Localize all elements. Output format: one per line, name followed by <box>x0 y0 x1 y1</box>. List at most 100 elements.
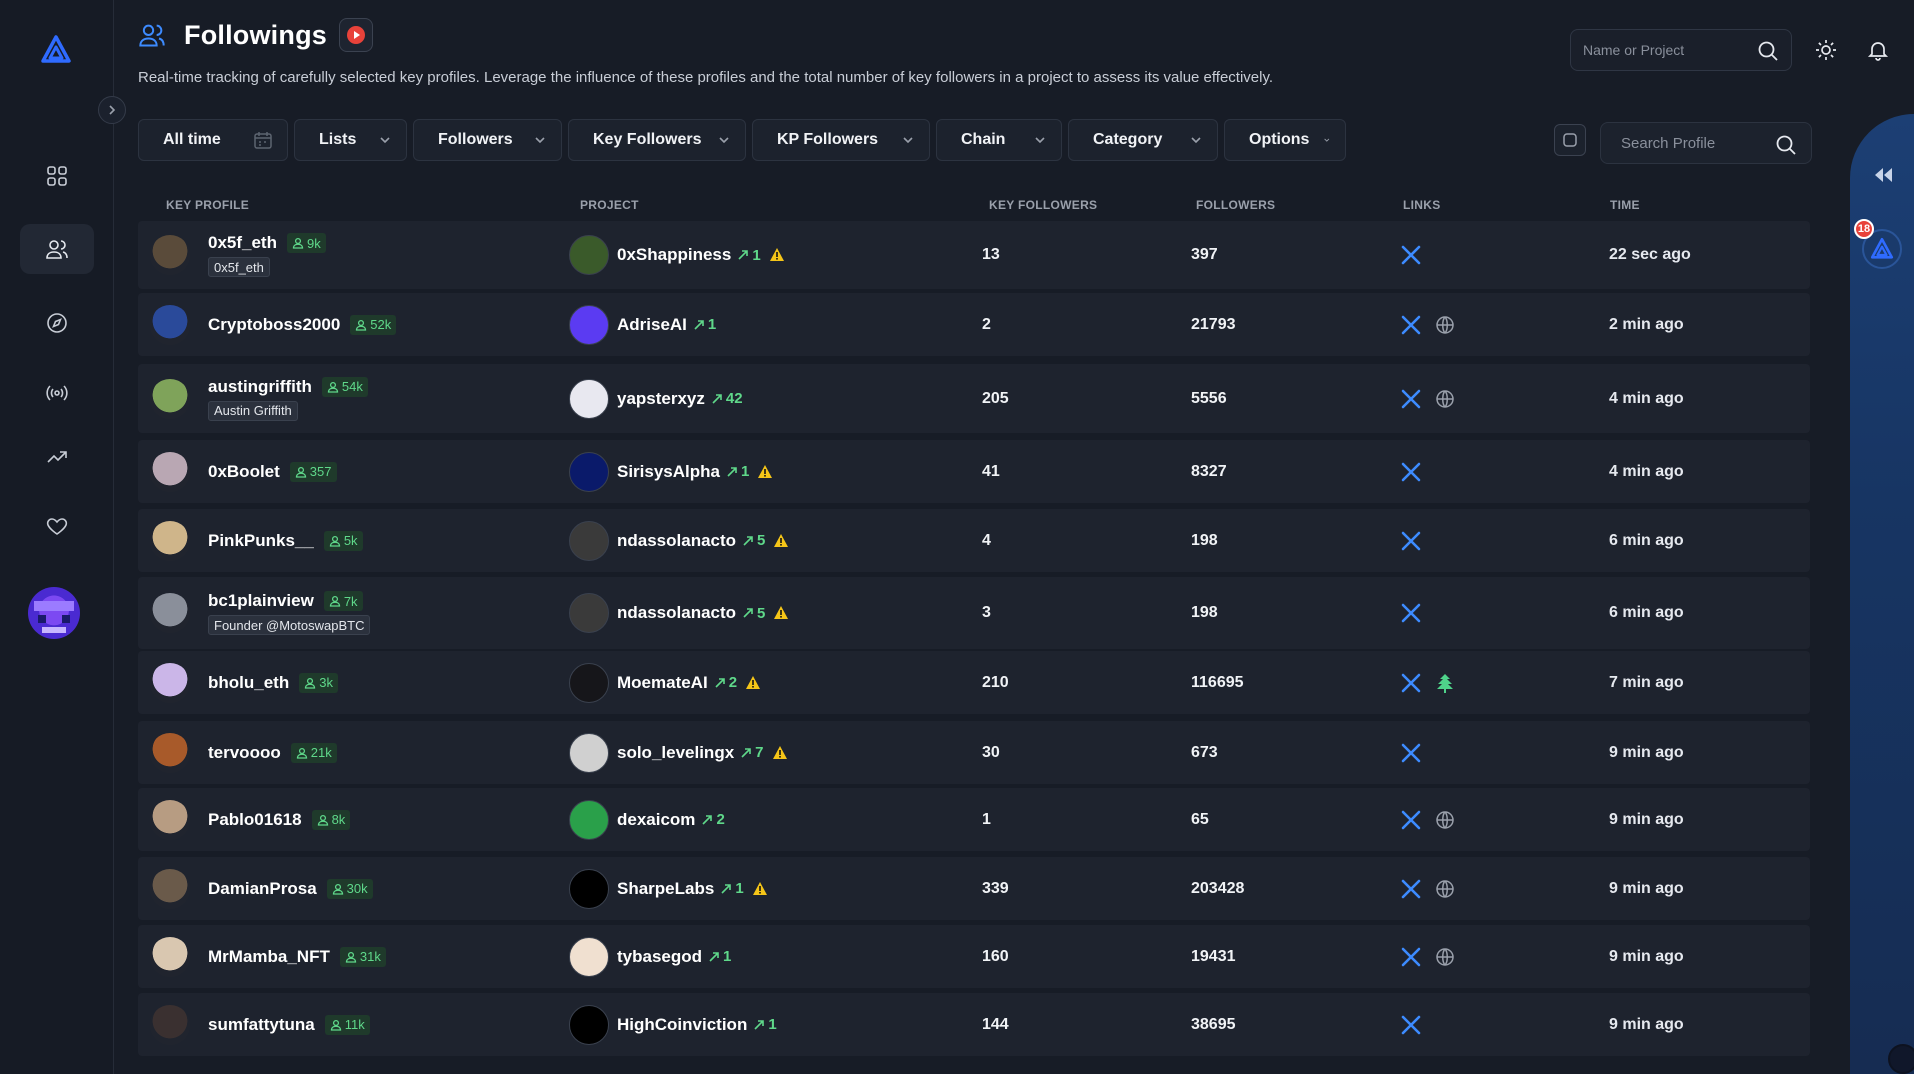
rewind-icon[interactable] <box>1872 164 1894 186</box>
project-name[interactable]: ndassolanacto <box>617 530 737 550</box>
table-row[interactable]: PinkPunks__ 5k ndassolanacto 5 4 198 6 min ago <box>138 509 1810 572</box>
project-name[interactable]: SirisysAlpha <box>617 461 720 481</box>
filter-options[interactable]: Options <box>1224 119 1346 161</box>
x-twitter-icon[interactable] <box>1400 946 1422 968</box>
nav-dashboard[interactable] <box>20 151 94 201</box>
filter-lists[interactable]: Lists <box>294 119 407 161</box>
project-name[interactable]: dexaicom <box>617 809 696 829</box>
filter-kp-followers[interactable]: KP Followers <box>752 119 930 161</box>
x-twitter-icon[interactable] <box>1400 244 1422 266</box>
nav-signals[interactable] <box>20 368 94 418</box>
globe-icon[interactable] <box>1434 878 1456 900</box>
project-logo[interactable] <box>569 378 609 419</box>
profile-avatar[interactable] <box>150 378 190 419</box>
table-row[interactable]: Cryptoboss2000 52k AdriseAI 1 2 21793 2 min ag… <box>138 293 1810 356</box>
project-logo[interactable] <box>569 868 609 909</box>
table-row[interactable]: bc1plainview 7k Founder @MotoswapBTC ndasso… <box>138 577 1810 649</box>
profile-name[interactable]: sumfattytuna <box>208 1014 315 1034</box>
sun-icon[interactable] <box>1814 38 1838 62</box>
globe-icon[interactable] <box>1434 314 1456 336</box>
profile-avatar[interactable] <box>150 868 190 909</box>
globe-icon[interactable] <box>1434 946 1456 968</box>
profile-avatar[interactable] <box>150 799 190 840</box>
video-tutorial-button[interactable] <box>339 18 373 52</box>
nav-explore[interactable] <box>20 298 94 348</box>
search-icon[interactable] <box>1775 134 1797 156</box>
project-logo[interactable] <box>569 235 609 275</box>
project-name[interactable]: MoemateAI <box>617 672 708 692</box>
global-search-input[interactable]: Name or Project <box>1570 29 1792 71</box>
profile-avatar[interactable] <box>150 1004 190 1045</box>
profile-avatar[interactable] <box>150 936 190 977</box>
project-name[interactable]: HighCoinviction <box>617 1014 748 1034</box>
profile-name[interactable]: MrMamba_NFT <box>208 946 330 966</box>
globe-icon[interactable] <box>1434 388 1456 410</box>
profile-avatar[interactable] <box>150 304 190 345</box>
app-logo-icon[interactable] <box>40 34 72 66</box>
profile-avatar[interactable] <box>150 662 190 703</box>
profile-avatar[interactable] <box>150 732 190 773</box>
table-row[interactable]: tervoooo 21k solo_levelingx 7 30 673 9 min ago <box>138 721 1810 784</box>
project-name[interactable]: SharpeLabs <box>617 878 715 898</box>
x-twitter-icon[interactable] <box>1400 672 1422 694</box>
profile-name[interactable]: 0x5f_eth <box>208 233 277 252</box>
x-twitter-icon[interactable] <box>1400 878 1422 900</box>
linktree-icon[interactable] <box>1434 672 1456 694</box>
project-logo[interactable] <box>569 936 609 977</box>
filter-time[interactable]: All time <box>138 119 288 161</box>
col-key-followers[interactable]: KEY FOLLOWERS <box>989 198 1098 212</box>
x-twitter-icon[interactable] <box>1400 388 1422 410</box>
project-logo[interactable] <box>569 520 609 561</box>
col-followers[interactable]: FOLLOWERS <box>1196 198 1276 212</box>
profile-avatar[interactable] <box>150 235 190 275</box>
project-name[interactable]: ndassolanacto <box>617 603 737 622</box>
x-twitter-icon[interactable] <box>1400 461 1422 483</box>
profile-name[interactable]: austingriffith <box>208 376 312 396</box>
x-twitter-icon[interactable] <box>1400 1014 1422 1036</box>
table-row[interactable]: Pablo01618 8k dexaicom 2 1 65 9 min ago <box>138 788 1810 851</box>
project-name[interactable]: 0xShappiness <box>617 245 732 264</box>
profile-name[interactable]: 0xBoolet <box>208 461 280 481</box>
table-row[interactable]: bholu_eth 3k MoemateAI 2 210 116695 7 min ago <box>138 651 1810 714</box>
profile-search-input[interactable]: Search Profile <box>1600 122 1812 164</box>
col-project[interactable]: PROJECT <box>580 198 639 212</box>
project-name[interactable]: yapsterxyz <box>617 388 705 408</box>
profile-name[interactable]: bholu_eth <box>208 672 290 692</box>
profile-name[interactable]: DamianProsa <box>208 878 317 898</box>
x-twitter-icon[interactable] <box>1400 530 1422 552</box>
profile-name[interactable]: Pablo01618 <box>208 809 302 829</box>
project-name[interactable]: solo_levelingx <box>617 742 735 762</box>
nav-followings[interactable] <box>20 224 94 274</box>
table-row[interactable]: austingriffith 54k Austin Griffith yapsterx… <box>138 364 1810 433</box>
x-twitter-icon[interactable] <box>1400 742 1422 764</box>
project-logo[interactable] <box>569 304 609 345</box>
profile-avatar[interactable] <box>150 451 190 492</box>
filter-followers[interactable]: Followers <box>413 119 562 161</box>
profile-name[interactable]: PinkPunks__ <box>208 530 314 550</box>
select-all-toggle[interactable] <box>1554 124 1586 156</box>
table-row[interactable]: 0xBoolet 357 SirisysAlpha 1 41 8327 4 min ago <box>138 440 1810 503</box>
profile-avatar[interactable] <box>150 593 190 633</box>
floating-circle-button[interactable] <box>1888 1044 1914 1074</box>
table-row[interactable]: DamianProsa 30k SharpeLabs 1 339 203428 9 min … <box>138 857 1810 920</box>
filter-key-followers[interactable]: Key Followers <box>568 119 746 161</box>
profile-name[interactable]: tervoooo <box>208 742 281 762</box>
profile-name[interactable]: bc1plainview <box>208 591 314 610</box>
filter-chain[interactable]: Chain <box>936 119 1062 161</box>
profile-avatar[interactable] <box>150 520 190 561</box>
project-logo[interactable] <box>569 799 609 840</box>
user-avatar[interactable] <box>28 587 80 639</box>
project-name[interactable]: AdriseAI <box>617 314 687 334</box>
table-row[interactable]: MrMamba_NFT 31k tybasegod 1 160 19431 9 min ag… <box>138 925 1810 988</box>
globe-icon[interactable] <box>1434 809 1456 831</box>
project-logo[interactable] <box>569 662 609 703</box>
project-logo[interactable] <box>569 451 609 492</box>
bell-icon[interactable] <box>1866 38 1890 62</box>
x-twitter-icon[interactable] <box>1400 314 1422 336</box>
project-logo[interactable] <box>569 1004 609 1045</box>
table-row[interactable]: 0x5f_eth 9k 0x5f_eth 0xShappiness 1 13 397 22 s… <box>138 221 1810 289</box>
col-time[interactable]: TIME <box>1610 198 1640 212</box>
project-logo[interactable] <box>569 732 609 773</box>
nav-favorites[interactable] <box>20 501 94 551</box>
sidebar-collapse-button[interactable] <box>98 96 126 124</box>
